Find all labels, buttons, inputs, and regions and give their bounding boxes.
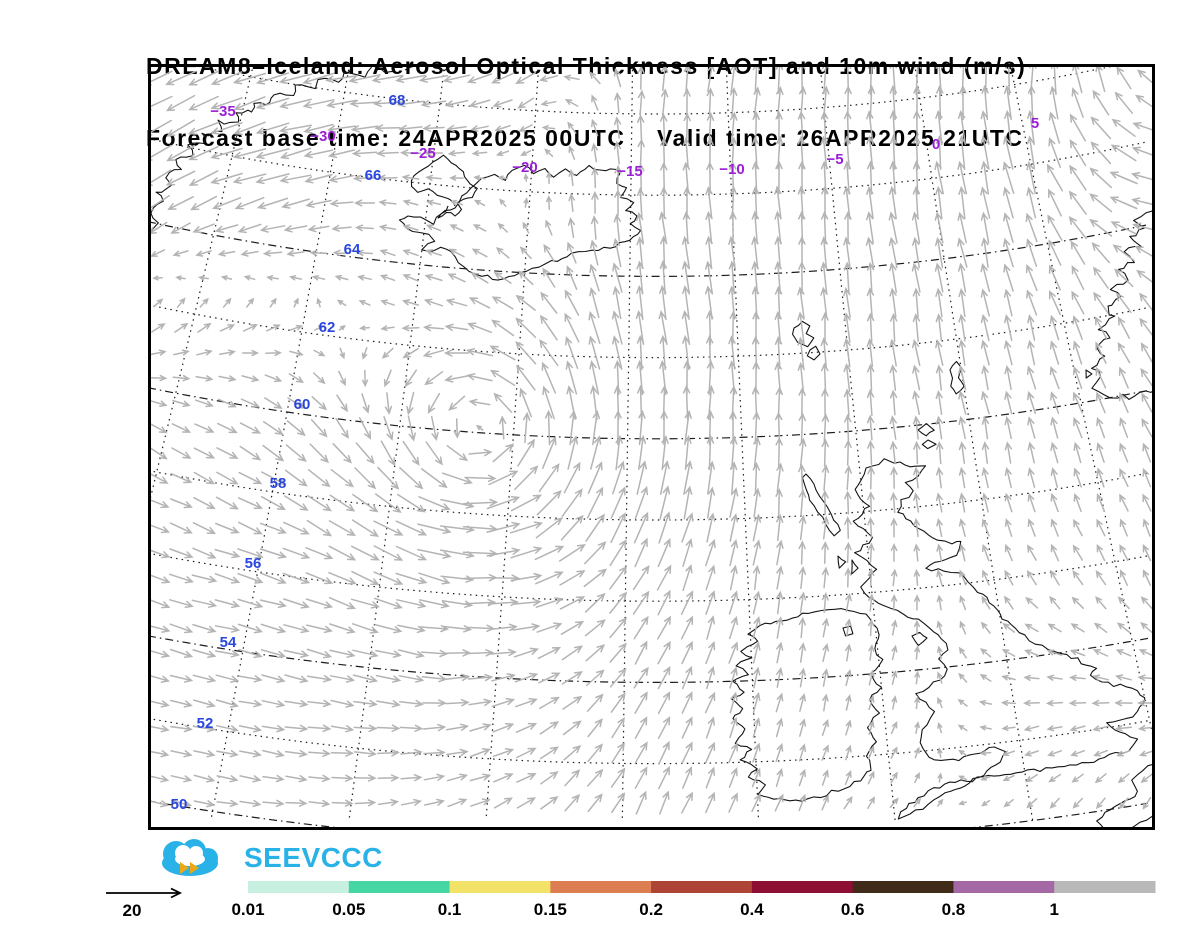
coast-hebrides-3: [851, 559, 859, 575]
coast-isle-of-man: [911, 631, 928, 647]
meridian-0: [914, 66, 1034, 821]
aot-scale-label-0.8: 0.8: [942, 900, 966, 919]
coast-hebrides: [801, 473, 841, 537]
aot-scale-label-1: 1: [1049, 900, 1058, 919]
lon-label-−30: −30: [310, 128, 335, 145]
aot-scale-label-0.15: 0.15: [534, 900, 567, 919]
parallel-52: [150, 718, 1149, 765]
coast-faroes-2: [806, 345, 821, 361]
seevccc-logo: SEEVCCC: [150, 834, 383, 882]
parallel-54: [150, 635, 1149, 683]
parallel-56: [150, 552, 1149, 602]
meridian--10: [725, 66, 760, 821]
parallel-60: [150, 387, 1149, 440]
lon-label-−20: −20: [512, 159, 537, 176]
coastlines: [150, 66, 1153, 828]
lat-label-56: 56: [245, 555, 262, 572]
meridian--20: [485, 66, 540, 821]
aot-scale-label-0.6: 0.6: [841, 900, 865, 919]
map-canvas: −35 −30 −25 −20 −15 −10 −5 0 5 68 66 64 62 60 58 56 54 52…: [148, 64, 1155, 830]
title-line-2: Forecast base time: 24APR2025 00UTC Vali…: [146, 125, 1024, 151]
meridian--35: [150, 66, 254, 503]
coast-faroes: [791, 320, 815, 348]
lon-label-−15: −15: [617, 163, 642, 180]
wind-reference: [106, 887, 183, 899]
aot-scale-label-0.4: 0.4: [740, 900, 764, 919]
aot-color-segment-8: [1054, 881, 1156, 893]
lat-label-62: 62: [319, 319, 336, 336]
aot-color-segment-0: [248, 881, 350, 893]
lon-label-−10: −10: [719, 161, 744, 178]
aot-color-segment-5: [751, 881, 854, 893]
coast-norway-isles: [1085, 369, 1093, 379]
parallel-62: [150, 304, 1149, 359]
lat-label-54: 54: [220, 634, 237, 651]
coast-norway: [1091, 208, 1153, 400]
aot-color-segment-2: [449, 881, 551, 893]
graticule-labels: −35 −30 −25 −20 −15 −10 −5 0 5 68 66 64 62 60 58 56 54 52…: [171, 92, 1040, 813]
aot-colorbar: 0.01 0.05 0.1 0.15 0.2 0.4 0.6 0.8 1: [231, 881, 1156, 919]
aot-color-segment-3: [550, 881, 652, 893]
coast-orkney-2: [921, 439, 937, 450]
parallel-66: [150, 138, 1149, 196]
lat-label-64: 64: [344, 241, 361, 258]
coast-britain: [852, 458, 1146, 820]
lon-label-−25: −25: [410, 145, 435, 162]
aot-scale-label-0.01: 0.01: [231, 900, 264, 919]
meridian--5: [819, 66, 896, 821]
wind-arrows: [150, 66, 1153, 815]
aot-scale-label-0.2: 0.2: [639, 900, 663, 919]
coast-orkney: [917, 423, 935, 437]
coast-iceland: [398, 164, 642, 281]
coast-shetland: [949, 360, 965, 395]
lat-label-50: 50: [171, 796, 188, 813]
aot-scale-label-0.05: 0.05: [332, 900, 365, 919]
cloud-logo-icon: [162, 839, 218, 876]
aot-color-segment-4: [651, 881, 753, 893]
aot-color-segment-7: [953, 881, 1055, 893]
coast-ireland: [730, 608, 884, 802]
parallel-68: [193, 66, 1117, 115]
map-border: [148, 64, 1155, 830]
lat-label-52: 52: [197, 715, 214, 732]
wind-reference-label: 20: [123, 901, 142, 920]
lat-label-66: 66: [365, 167, 382, 184]
aot-color-segment-1: [348, 881, 451, 893]
parallel-50: [150, 800, 1149, 828]
aot-scale-label-0.1: 0.1: [438, 900, 462, 919]
map-inner: [150, 66, 1153, 828]
aot-color-segment-6: [852, 881, 954, 893]
parallel-64: [150, 221, 1149, 277]
graticule: [150, 66, 1153, 828]
lon-label-−35: −35: [210, 103, 235, 120]
coast-iceland-westfjords: [410, 154, 478, 219]
coast-hebrides-2: [837, 555, 847, 569]
lon-label-−5: −5: [826, 151, 843, 168]
logo-text: SEEVCCC: [244, 842, 383, 873]
legend-bar: 20 0.01 0.05 0.1 0.15 0.2 0.4 0.6 0.8 1: [106, 881, 1156, 920]
lon-label-0: 0: [932, 136, 940, 153]
lat-label-60: 60: [294, 396, 311, 413]
meridian--15: [621, 66, 634, 821]
lon-label-5: 5: [1031, 115, 1039, 132]
lat-label-58: 58: [270, 475, 287, 492]
lat-label-68: 68: [389, 92, 406, 109]
